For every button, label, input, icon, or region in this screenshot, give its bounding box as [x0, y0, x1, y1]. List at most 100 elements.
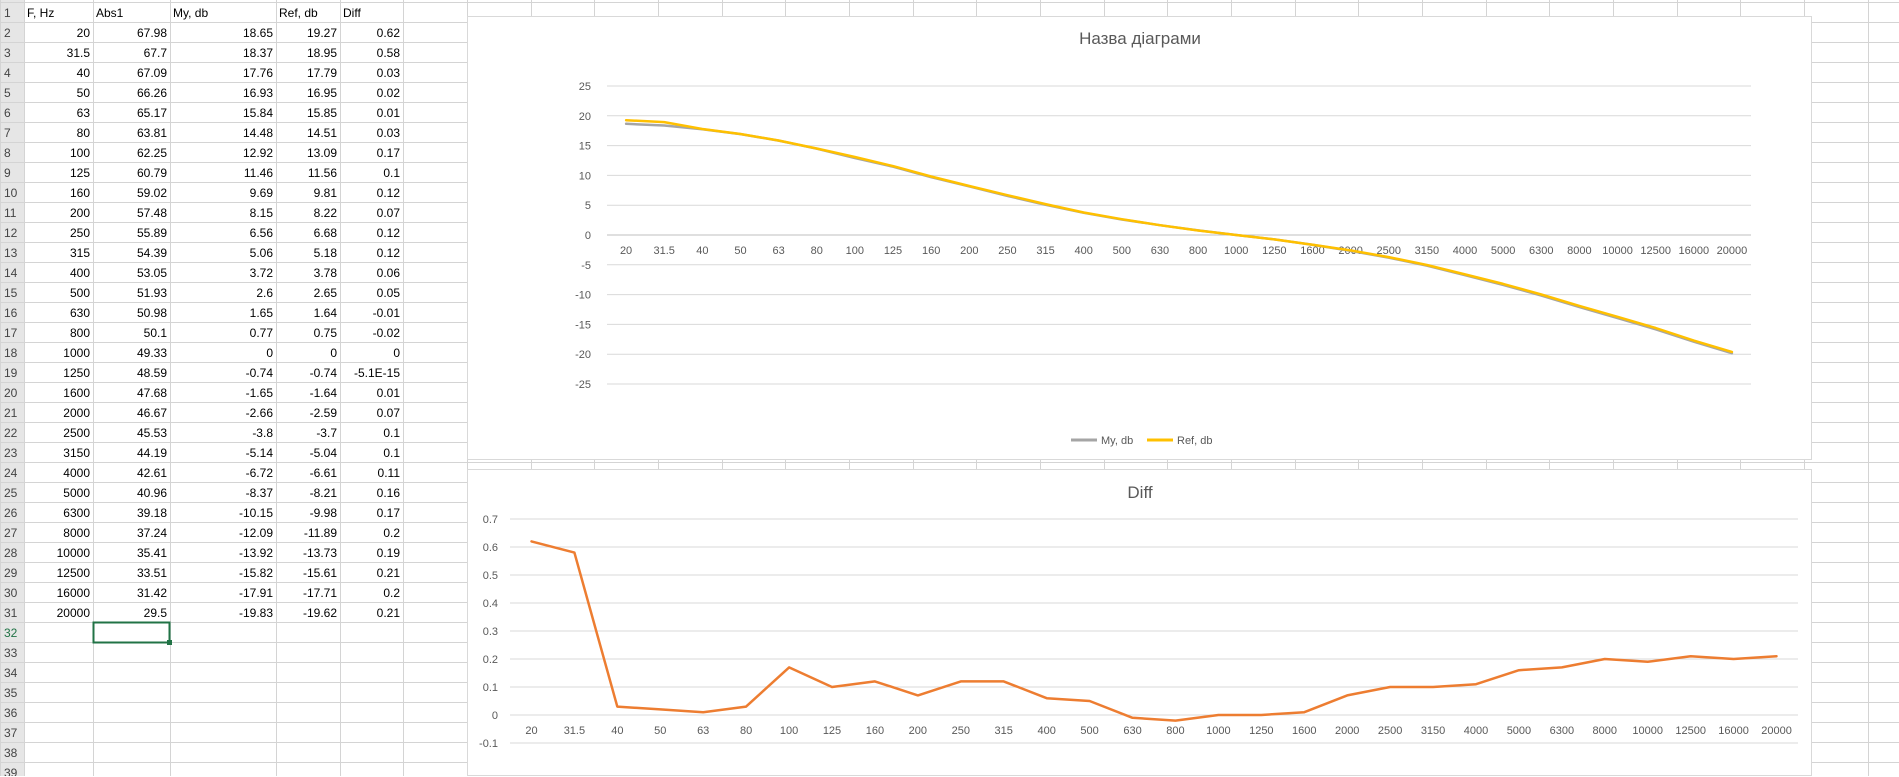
table-cell[interactable]: 0.05 [377, 286, 401, 300]
table-cell[interactable]: 14.51 [307, 126, 337, 140]
row-number[interactable]: 32 [4, 626, 18, 640]
table-cell[interactable]: 0.12 [377, 226, 401, 240]
table-cell[interactable]: -1.65 [246, 386, 274, 400]
line-chart-diff[interactable]: Diff 0.7 0.6 0.5 0.4 0.3 0.2 0.1 0 -0.1 20 31.5 40… [467, 469, 1812, 776]
row-number[interactable]: 25 [4, 486, 18, 500]
row-number[interactable]: 2 [4, 26, 11, 40]
table-cell[interactable]: 57.48 [137, 206, 167, 220]
table-cell[interactable]: 18.95 [307, 46, 337, 60]
table-cell[interactable]: 0.01 [377, 386, 401, 400]
table-cell[interactable]: 67.98 [137, 26, 167, 40]
table-cell[interactable]: 17.76 [243, 66, 273, 80]
table-cell[interactable]: 50.98 [137, 306, 167, 320]
table-cell[interactable]: 1.65 [250, 306, 274, 320]
row-number[interactable]: 9 [4, 166, 11, 180]
table-cell[interactable]: -2.66 [246, 406, 274, 420]
table-cell[interactable]: -0.74 [246, 366, 274, 380]
table-cell[interactable]: 2500 [63, 426, 90, 440]
table-cell[interactable]: 16000 [57, 586, 91, 600]
row-number[interactable]: 8 [4, 146, 11, 160]
table-cell[interactable]: -13.73 [303, 546, 337, 560]
row-number[interactable]: 26 [4, 506, 18, 520]
row-number[interactable]: 16 [4, 306, 18, 320]
table-cell[interactable]: 5000 [63, 486, 90, 500]
column-header-cell[interactable]: Abs1 [96, 6, 124, 20]
row-number[interactable]: 15 [4, 286, 18, 300]
row-number[interactable]: 27 [4, 526, 18, 540]
row-number[interactable]: 36 [4, 706, 18, 720]
table-cell[interactable]: 53.05 [137, 266, 167, 280]
row-number[interactable]: 14 [4, 266, 18, 280]
row-number[interactable]: 28 [4, 546, 18, 560]
table-cell[interactable]: 8000 [63, 526, 90, 540]
row-number[interactable]: 6 [4, 106, 11, 120]
row-number[interactable]: 39 [4, 766, 18, 776]
table-cell[interactable]: 50.1 [144, 326, 168, 340]
row-number[interactable]: 31 [4, 606, 18, 620]
table-cell[interactable]: 40.96 [137, 486, 167, 500]
table-cell[interactable]: 630 [70, 306, 90, 320]
table-cell[interactable]: -8.37 [246, 486, 274, 500]
table-cell[interactable]: 0.1 [383, 446, 400, 460]
table-cell[interactable]: 35.41 [137, 546, 167, 560]
table-cell[interactable]: 0.03 [377, 126, 401, 140]
table-cell[interactable]: 60.79 [137, 166, 167, 180]
table-cell[interactable]: -3.7 [316, 426, 337, 440]
table-cell[interactable]: 50 [77, 86, 91, 100]
row-number[interactable]: 24 [4, 466, 18, 480]
table-cell[interactable]: 19.27 [307, 26, 337, 40]
table-cell[interactable]: 63.81 [137, 126, 167, 140]
table-cell[interactable]: -17.91 [239, 586, 273, 600]
table-cell[interactable]: -17.71 [303, 586, 337, 600]
table-cell[interactable]: 67.09 [137, 66, 167, 80]
table-cell[interactable]: 8.22 [314, 206, 338, 220]
table-cell[interactable]: -19.62 [303, 606, 337, 620]
table-cell[interactable]: 49.33 [137, 346, 167, 360]
table-cell[interactable]: -19.83 [239, 606, 273, 620]
table-cell[interactable]: 33.51 [137, 566, 167, 580]
table-cell[interactable]: 500 [70, 286, 90, 300]
row-number[interactable]: 23 [4, 446, 18, 460]
table-cell[interactable]: 63 [77, 106, 91, 120]
row-number[interactable]: 22 [4, 426, 18, 440]
fill-handle[interactable] [167, 640, 172, 645]
row-number[interactable]: 33 [4, 646, 18, 660]
table-cell[interactable]: 1250 [63, 366, 90, 380]
table-cell[interactable]: -0.01 [373, 306, 401, 320]
row-number[interactable]: 19 [4, 366, 18, 380]
table-cell[interactable]: 0.2 [383, 586, 400, 600]
table-cell[interactable]: 0.77 [250, 326, 274, 340]
table-cell[interactable]: 29.5 [144, 606, 168, 620]
table-cell[interactable]: 315 [70, 246, 90, 260]
table-cell[interactable]: 0.2 [383, 526, 400, 540]
table-cell[interactable]: 67.7 [144, 46, 168, 60]
table-cell[interactable]: -5.1E-15 [354, 366, 400, 380]
series-line-1[interactable] [530, 540, 1778, 722]
table-cell[interactable]: 51.93 [137, 286, 167, 300]
row-number[interactable]: 30 [4, 586, 18, 600]
table-cell[interactable]: 3.72 [250, 266, 274, 280]
table-cell[interactable]: 48.59 [137, 366, 167, 380]
table-cell[interactable]: 80 [77, 126, 91, 140]
row-number[interactable]: 35 [4, 686, 18, 700]
row-number[interactable]: 1 [4, 6, 11, 20]
table-cell[interactable]: 6.56 [250, 226, 274, 240]
table-cell[interactable]: 13.09 [307, 146, 337, 160]
table-cell[interactable]: 3.78 [314, 266, 338, 280]
table-cell[interactable]: 37.24 [137, 526, 167, 540]
table-cell[interactable]: -5.04 [310, 446, 338, 460]
table-cell[interactable]: 0.21 [377, 566, 401, 580]
table-cell[interactable]: -3.8 [252, 426, 273, 440]
table-cell[interactable]: 66.26 [137, 86, 167, 100]
table-cell[interactable]: -9.98 [310, 506, 338, 520]
table-cell[interactable]: 0.21 [377, 606, 401, 620]
table-cell[interactable]: 55.89 [137, 226, 167, 240]
row-number[interactable]: 7 [4, 126, 11, 140]
table-cell[interactable]: 65.17 [137, 106, 167, 120]
table-cell[interactable]: 16.93 [243, 86, 273, 100]
table-cell[interactable]: 0.06 [377, 266, 401, 280]
table-cell[interactable]: 0.62 [377, 26, 401, 40]
row-number[interactable]: 29 [4, 566, 18, 580]
table-cell[interactable]: 0.17 [377, 506, 401, 520]
table-cell[interactable]: -5.14 [246, 446, 274, 460]
